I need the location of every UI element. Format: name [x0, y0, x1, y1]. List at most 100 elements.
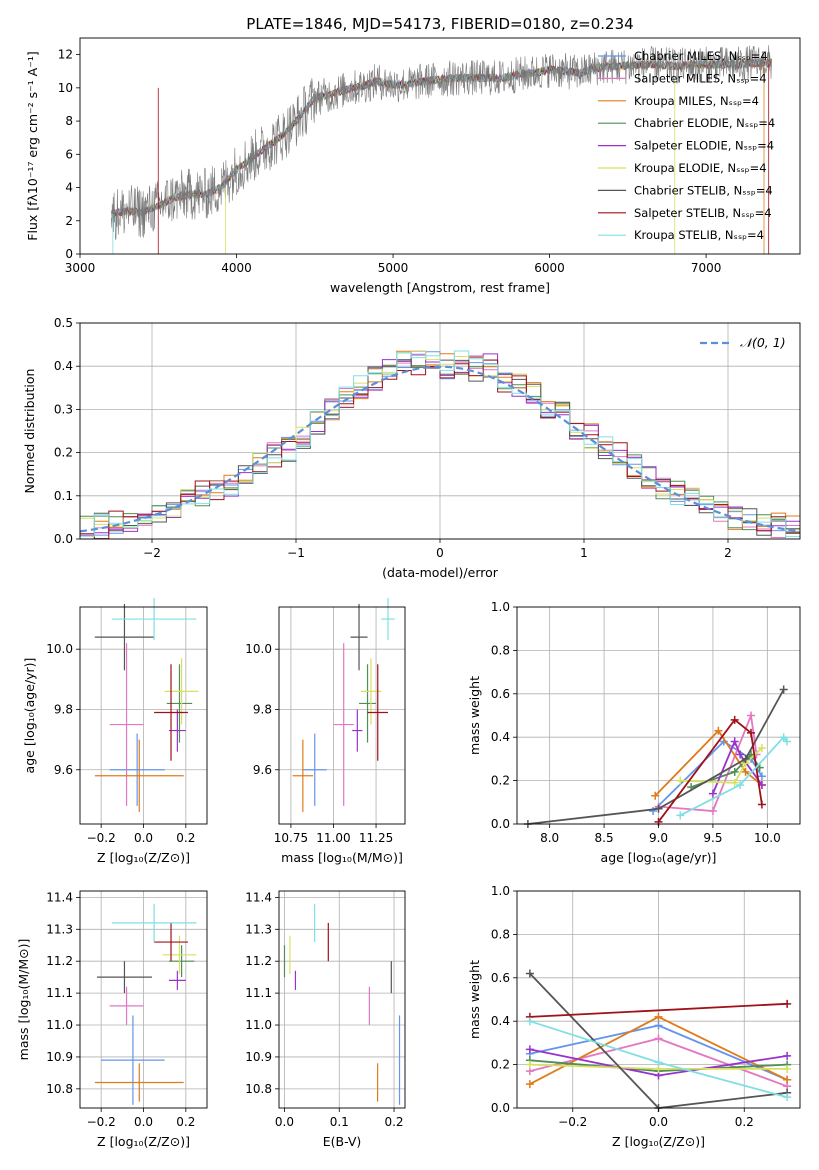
massweight-vs-age-xlabel: age [log₁₀(age/yr)] [601, 850, 717, 865]
massweight-vs-age-marker-6-2 [741, 754, 750, 763]
massweight-vs-Z-xtick-label-1: 0.0 [649, 1115, 668, 1129]
mass-vs-Z-errorbar-0 [101, 1015, 165, 1105]
age-vs-mass-ytick-label-1: 9.8 [253, 702, 272, 716]
spectrum-legend-label-8: Kroupa STELIB, Nₛₛₚ=4 [634, 228, 764, 242]
mass-vs-EBV-ytick-label-4: 11.2 [245, 954, 272, 968]
massweight-vs-age-series-4 [712, 739, 763, 794]
massweight-vs-age-marker-1-1 [708, 806, 717, 815]
spectrum-legend-label-6: Chabrier STELIB, Nₛₛₚ=4 [634, 183, 773, 197]
massweight-vs-age-marker-4-2 [736, 750, 745, 759]
mass-vs-Z-xtick-label-2: 0.2 [176, 1115, 195, 1129]
massweight-vs-Z-marker-0-1 [654, 1021, 663, 1030]
age-vs-mass-errorbar-6 [350, 603, 368, 671]
age-vs-mass-errorbar-2 [292, 739, 314, 812]
mass-vs-EBV-xtick-label-2: 0.2 [384, 1115, 403, 1129]
spectrum-ytick-label-0: 0 [65, 247, 73, 261]
age-vs-Z-errorbar-7 [154, 664, 188, 761]
massweight-vs-age-series-2 [654, 729, 763, 797]
spectrum-xlabel: wavelength [Angstrom, rest frame] [330, 280, 550, 295]
massweight-vs-age-ytick-label-1: 0.2 [491, 774, 510, 788]
text-layer: 3000 4000 5000 6000 7000024681012wavelength … [16, 48, 786, 1149]
massweight-vs-age-marker-8-0 [676, 811, 685, 820]
residual-histogram-xtick-label-1: −1 [287, 546, 305, 560]
age-vs-mass-xtick-label-2: 11.25 [359, 831, 393, 845]
age-vs-Z-ytick-label-0: 9.6 [54, 763, 73, 777]
massweight-vs-age-marker-2-2 [741, 767, 750, 776]
massweight-vs-age-marker-0-3 [757, 772, 766, 781]
massweight-vs-Z-marker-8-1 [654, 1058, 663, 1067]
age-vs-mass-xtick-label-1: 11.00 [316, 831, 350, 845]
age-vs-mass-errorbar-4 [352, 709, 363, 752]
mass-vs-Z-ylabel: mass [log₁₀(M/M⊙)] [16, 939, 31, 1061]
massweight-vs-Z-marker-5-2 [783, 1064, 792, 1073]
mass-vs-EBV-ytick-label-3: 11.1 [245, 986, 272, 1000]
age-vs-Z-xtick-label-2: 0.2 [176, 831, 195, 845]
massweight-vs-age-ylabel: mass weight [467, 676, 482, 755]
age-vs-mass-errorbar-1 [333, 643, 354, 806]
massweight-vs-age-marker-4-1 [730, 737, 739, 746]
spectrum-xtick-label-0: 3000 [65, 261, 96, 275]
massweight-vs-age-series-6 [527, 689, 785, 825]
massweight-vs-age-ytick-label-0: 0.0 [491, 817, 510, 831]
mass-vs-EBV-ytick-label-1: 10.9 [245, 1050, 272, 1064]
massweight-vs-age-marker-2-1 [714, 726, 723, 735]
massweight-vs-Z-ytick-label-2: 0.4 [491, 1014, 510, 1028]
massweight-vs-age-series-7 [657, 718, 763, 823]
spectrum-observed [111, 45, 772, 241]
spectrum-ytick-label-6: 12 [58, 48, 73, 62]
age-vs-Z-ylabel: age [log₁₀(age/yr)] [22, 658, 37, 774]
histogram-series-7 [80, 359, 800, 540]
massweight-vs-Z-marker-6-0 [525, 969, 534, 978]
spectrum-xtick-label-4: 7000 [691, 261, 722, 275]
spectrum-legend-label-5: Kroupa ELODIE, Nₛₛₚ=4 [634, 161, 767, 175]
massweight-vs-Z-xtick-label-0: −0.2 [558, 1115, 587, 1129]
spectrum-ylabel: Flux [fλ10⁻¹⁷ erg cm⁻² s⁻¹ A⁻¹] [25, 51, 40, 240]
mass-vs-Z-ytick-label-2: 11.0 [46, 1018, 73, 1032]
massweight-vs-Z-series-7 [529, 1002, 788, 1018]
massweight-vs-age-marker-4-0 [708, 789, 717, 798]
mass-vs-Z-errorbar-1 [109, 986, 144, 1026]
spectrum-ytick-label-5: 10 [58, 81, 73, 95]
spectrum-ytick-label-2: 4 [65, 181, 73, 195]
mass-vs-EBV-ytick-label-2: 11.0 [245, 1018, 272, 1032]
residual-histogram-ylabel: Normed distribution [22, 369, 37, 494]
age-vs-mass-xlabel: mass [log₁₀(M/M⊙)] [281, 850, 403, 865]
massweight-vs-age-marker-8-1 [736, 780, 745, 789]
age-vs-Z-xtick-label-0: −0.2 [87, 831, 116, 845]
age-vs-mass-errorbar-8 [381, 597, 395, 641]
residual-histogram-xtick-label-2: 0 [436, 546, 444, 560]
residual-histogram-xlabel: (data-model)/error [382, 565, 499, 580]
massweight-vs-Z-marker-8-2 [783, 1093, 792, 1102]
age-vs-mass-xtick-label-0: 10.75 [274, 831, 308, 845]
age-vs-Z-xlabel: Z [log₁₀(Z/Z⊙)] [97, 850, 190, 865]
massweight-vs-age-ytick-label-4: 0.8 [491, 643, 510, 657]
massweight-vs-age-marker-7-3 [757, 800, 766, 809]
data-layer [79, 45, 801, 1112]
age-vs-mass-errorbar-0 [302, 733, 327, 806]
spectrum-legend-label-4: Salpeter ELODIE, Nₛₛₚ=4 [634, 139, 774, 153]
gaussian-curve [79, 365, 801, 533]
massweight-vs-Z-ytick-label-1: 0.2 [491, 1058, 510, 1072]
age-vs-mass-errorbar-7 [367, 664, 388, 761]
mass-vs-EBV-frame [278, 890, 406, 1109]
massweight-vs-Z-ytick-label-0: 0.0 [491, 1101, 510, 1115]
spectrum-xtick-label-1: 4000 [221, 261, 252, 275]
massweight-vs-age-marker-8-3 [782, 737, 791, 746]
massweight-vs-age-ytick-label-2: 0.4 [491, 730, 510, 744]
mass-vs-EBV-xlabel: E(B-V) [323, 1134, 362, 1149]
residual-histogram-ytick-label-3: 0.3 [54, 402, 73, 416]
spectrum-xtick-label-2: 5000 [378, 261, 409, 275]
age-vs-Z-ytick-label-1: 9.8 [54, 702, 73, 716]
massweight-vs-age-marker-5-1 [730, 778, 739, 787]
massweight-vs-age-series-1 [658, 712, 758, 812]
mass-vs-Z-xtick-label-0: −0.2 [87, 1115, 116, 1129]
mass-vs-Z-ytick-label-5: 11.3 [46, 922, 73, 936]
massweight-vs-age-ytick-label-3: 0.6 [491, 687, 510, 701]
spectrum-legend-label-1: Salpeter MILES, Nₛₛₚ=4 [634, 71, 767, 85]
residual-histogram-ytick-label-4: 0.4 [54, 359, 73, 373]
mass-vs-Z-ytick-label-6: 11.4 [46, 890, 73, 904]
massweight-vs-Z-ytick-label-3: 0.6 [491, 971, 510, 985]
gaussian-legend-label: 𝒩(0, 1) [740, 335, 786, 350]
age-vs-Z-errorbar-0 [109, 733, 165, 806]
